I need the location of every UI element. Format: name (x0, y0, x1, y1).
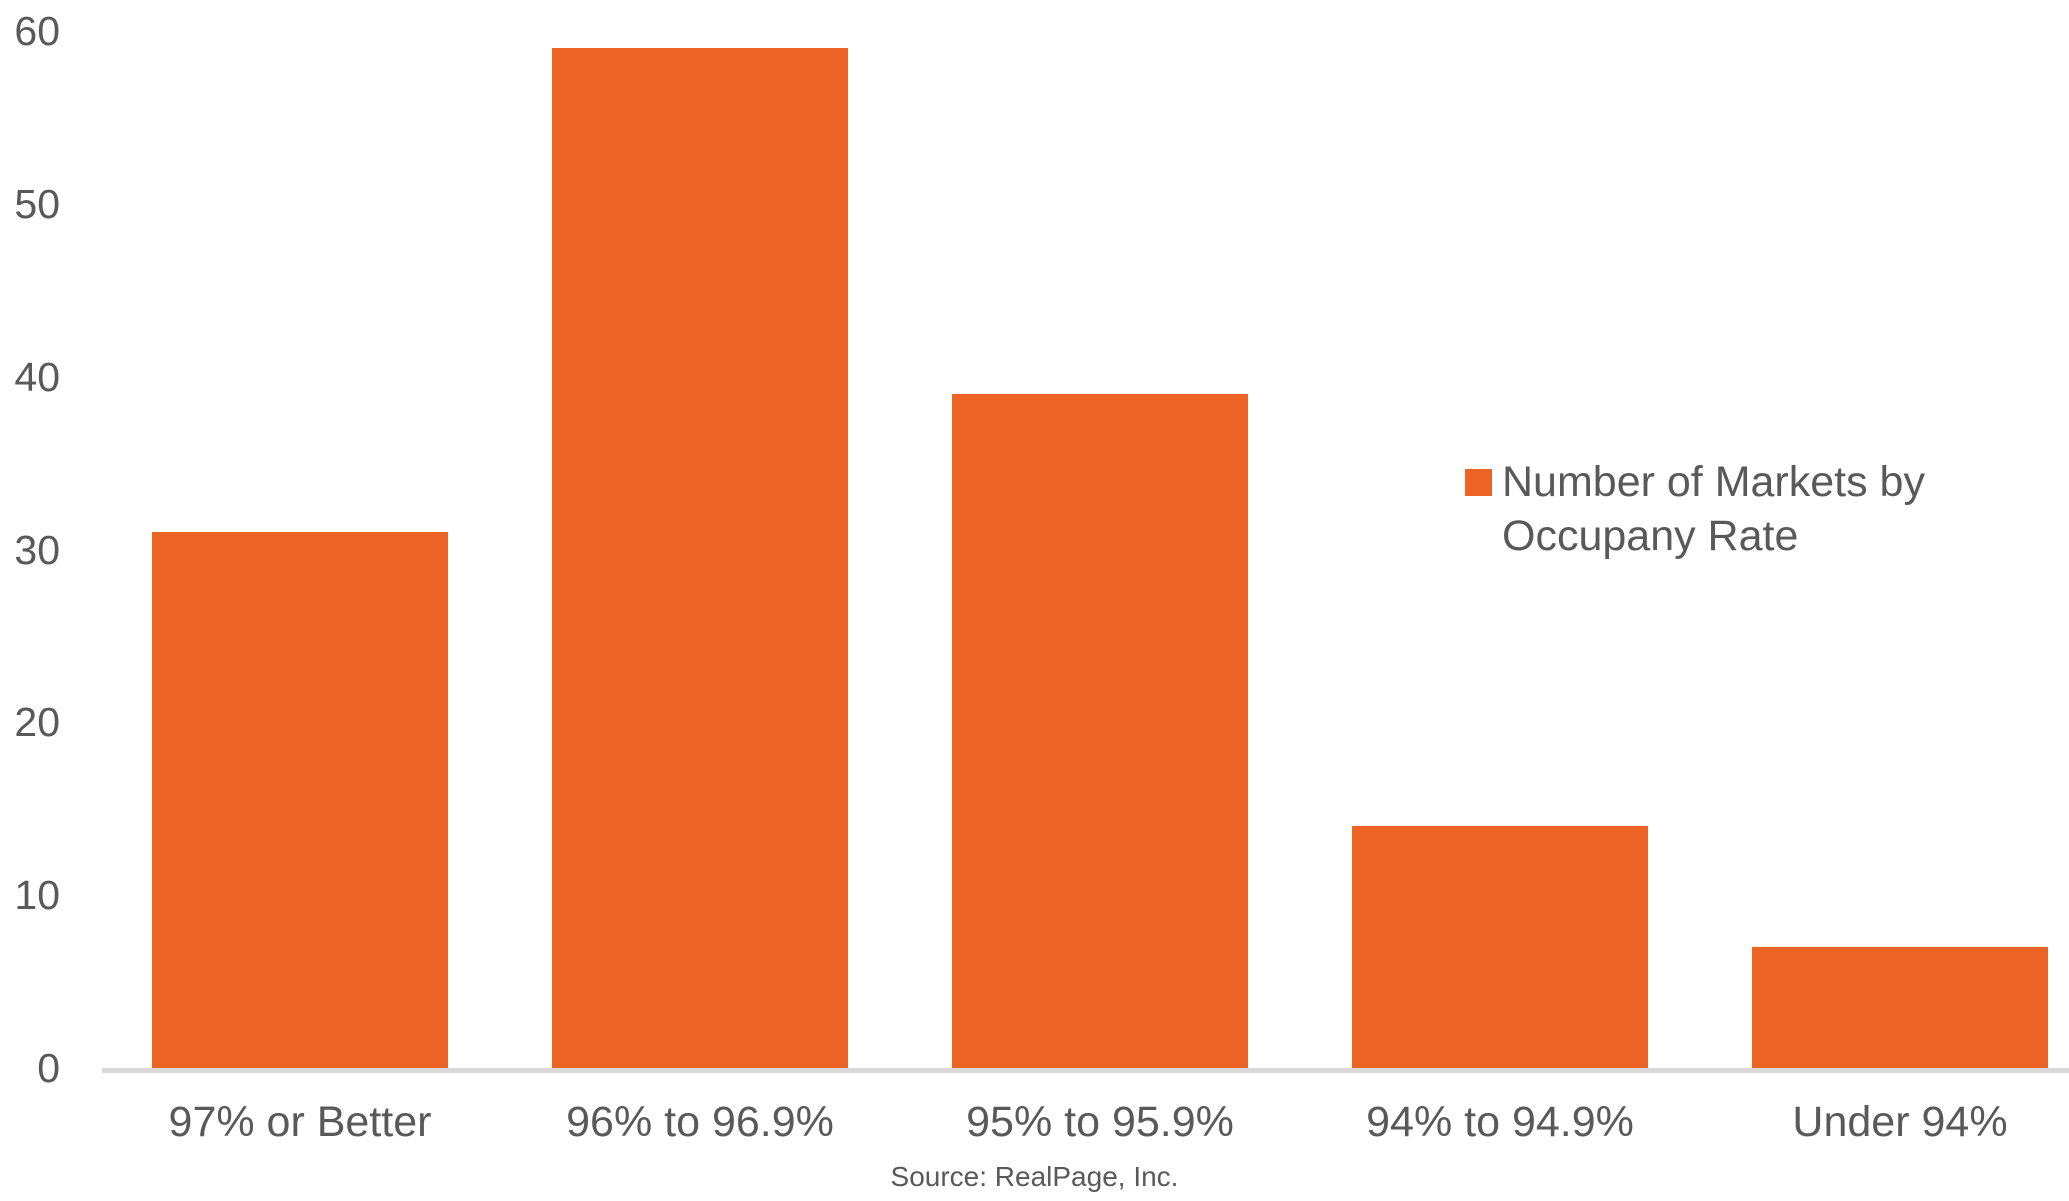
y-axis-tick-label: 50 (14, 180, 60, 227)
legend-label: Number of Markets by Occupany Rate (1502, 458, 1925, 560)
bar-slot (900, 31, 1300, 1068)
x-axis-label: 94% to 94.9% (1366, 1098, 1634, 1146)
bar-slot (1700, 31, 2069, 1068)
x-axis-label: 95% to 95.9% (966, 1098, 1234, 1146)
x-axis-line (102, 1068, 2069, 1073)
bar (1352, 826, 1648, 1068)
x-axis-label: 97% or Better (168, 1098, 432, 1146)
source-note: Source: RealPage, Inc. (890, 1161, 1179, 1192)
bar (552, 48, 848, 1068)
x-axis-label: Under 94% (1792, 1098, 2008, 1146)
bar (152, 532, 448, 1068)
plot-area (100, 31, 2069, 1068)
bar-slot (100, 31, 500, 1068)
y-axis-tick-label: 30 (14, 526, 60, 573)
y-axis-tick-label: 10 (14, 872, 60, 919)
x-axis-labels: 97% or Better 96% to 96.9% 95% to 95.9% 94%… (100, 1097, 2069, 1147)
bar (952, 393, 1248, 1068)
bar-slot (500, 31, 900, 1068)
y-axis-tick-label: 40 (14, 353, 60, 400)
bar-slot (1300, 31, 1700, 1068)
y-axis-tick-label: 20 (14, 699, 60, 746)
x-axis-label: 96% to 96.9% (566, 1098, 834, 1146)
legend-swatch-icon (1465, 469, 1492, 496)
y-axis-tick-label: 60 (14, 8, 60, 54)
legend: Number of Markets by Occupany Rate (1465, 455, 2022, 563)
y-axis-tick-label: 0 (37, 1045, 60, 1091)
bar (1752, 947, 2048, 1068)
